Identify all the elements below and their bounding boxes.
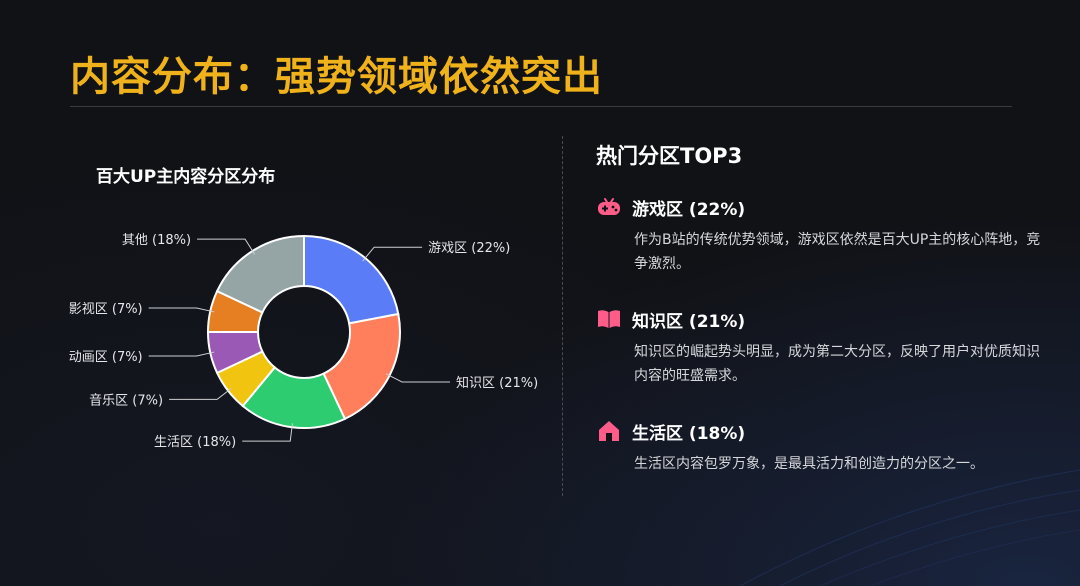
pie-label: 知识区 (21%) bbox=[456, 375, 538, 391]
pie-leader-line bbox=[242, 423, 293, 442]
gamepad-icon bbox=[598, 198, 620, 215]
hot-section-title: 游戏区 (22%) bbox=[632, 199, 746, 220]
hot-section-item-game: 游戏区 (22%) 作为B站的传统优势领域，游戏区依然是百大UP主的核心阵地，竞… bbox=[596, 194, 1046, 276]
pie-leader-line bbox=[148, 307, 215, 313]
pie-leader-line bbox=[362, 246, 423, 262]
hot-section-description: 生活区内容包罗万象，是最具活力和创造力的分区之一。 bbox=[634, 456, 984, 472]
pie-slice bbox=[303, 234, 400, 325]
pie-label: 动画区 (7%) bbox=[69, 350, 143, 365]
pie-label: 影视区 (7%) bbox=[69, 302, 143, 317]
pie-leader-line bbox=[169, 387, 232, 400]
pie-label: 生活区 (18%) bbox=[154, 435, 236, 450]
pie-label: 其他 (18%) bbox=[122, 233, 191, 248]
pie-slice bbox=[215, 234, 305, 314]
pie-label: 音乐区 (7%) bbox=[89, 392, 163, 408]
hot-section-item-knowledge: 知识区 (21%) 知识区的崛起势头明显，成为第二大分区，反映了用户对优质知识内… bbox=[596, 306, 1046, 388]
pie-label: 游戏区 (22%) bbox=[428, 241, 510, 256]
hot-section-title: 生活区 (18%) bbox=[632, 423, 746, 444]
donut-chart: 游戏区 (22%) 知识区 (21%) 生活区 (18%) 音乐区 (7%) 动画区 (… bbox=[69, 233, 538, 450]
pie-leader-line bbox=[385, 373, 451, 383]
home-icon bbox=[599, 421, 619, 441]
book-icon bbox=[598, 310, 620, 328]
hot-section-item-life: 生活区 (18%) 生活区内容包罗万象，是最具活力和创造力的分区之一。 bbox=[596, 418, 1046, 476]
hot-section-description: 知识区的崛起势头明显，成为第二大分区，反映了用户对优质知识内容的旺盛需求。 bbox=[634, 344, 1040, 384]
chart-title: 百大UP主内容分区分布 bbox=[96, 167, 276, 187]
vertical-divider bbox=[562, 136, 563, 496]
pie-leader-line bbox=[148, 351, 215, 357]
title-divider bbox=[70, 106, 1012, 107]
hot-sections-title: 热门分区TOP3 bbox=[596, 144, 743, 168]
page-title: 内容分布：强势领域依然突出 bbox=[70, 54, 603, 100]
pie-slice bbox=[322, 312, 401, 421]
hot-section-description: 作为B站的传统优势领域，游戏区依然是百大UP主的核心阵地，竞争激烈。 bbox=[634, 232, 1041, 272]
pie-leader-line bbox=[197, 238, 256, 255]
hot-section-title: 知识区 (21%) bbox=[632, 311, 746, 332]
